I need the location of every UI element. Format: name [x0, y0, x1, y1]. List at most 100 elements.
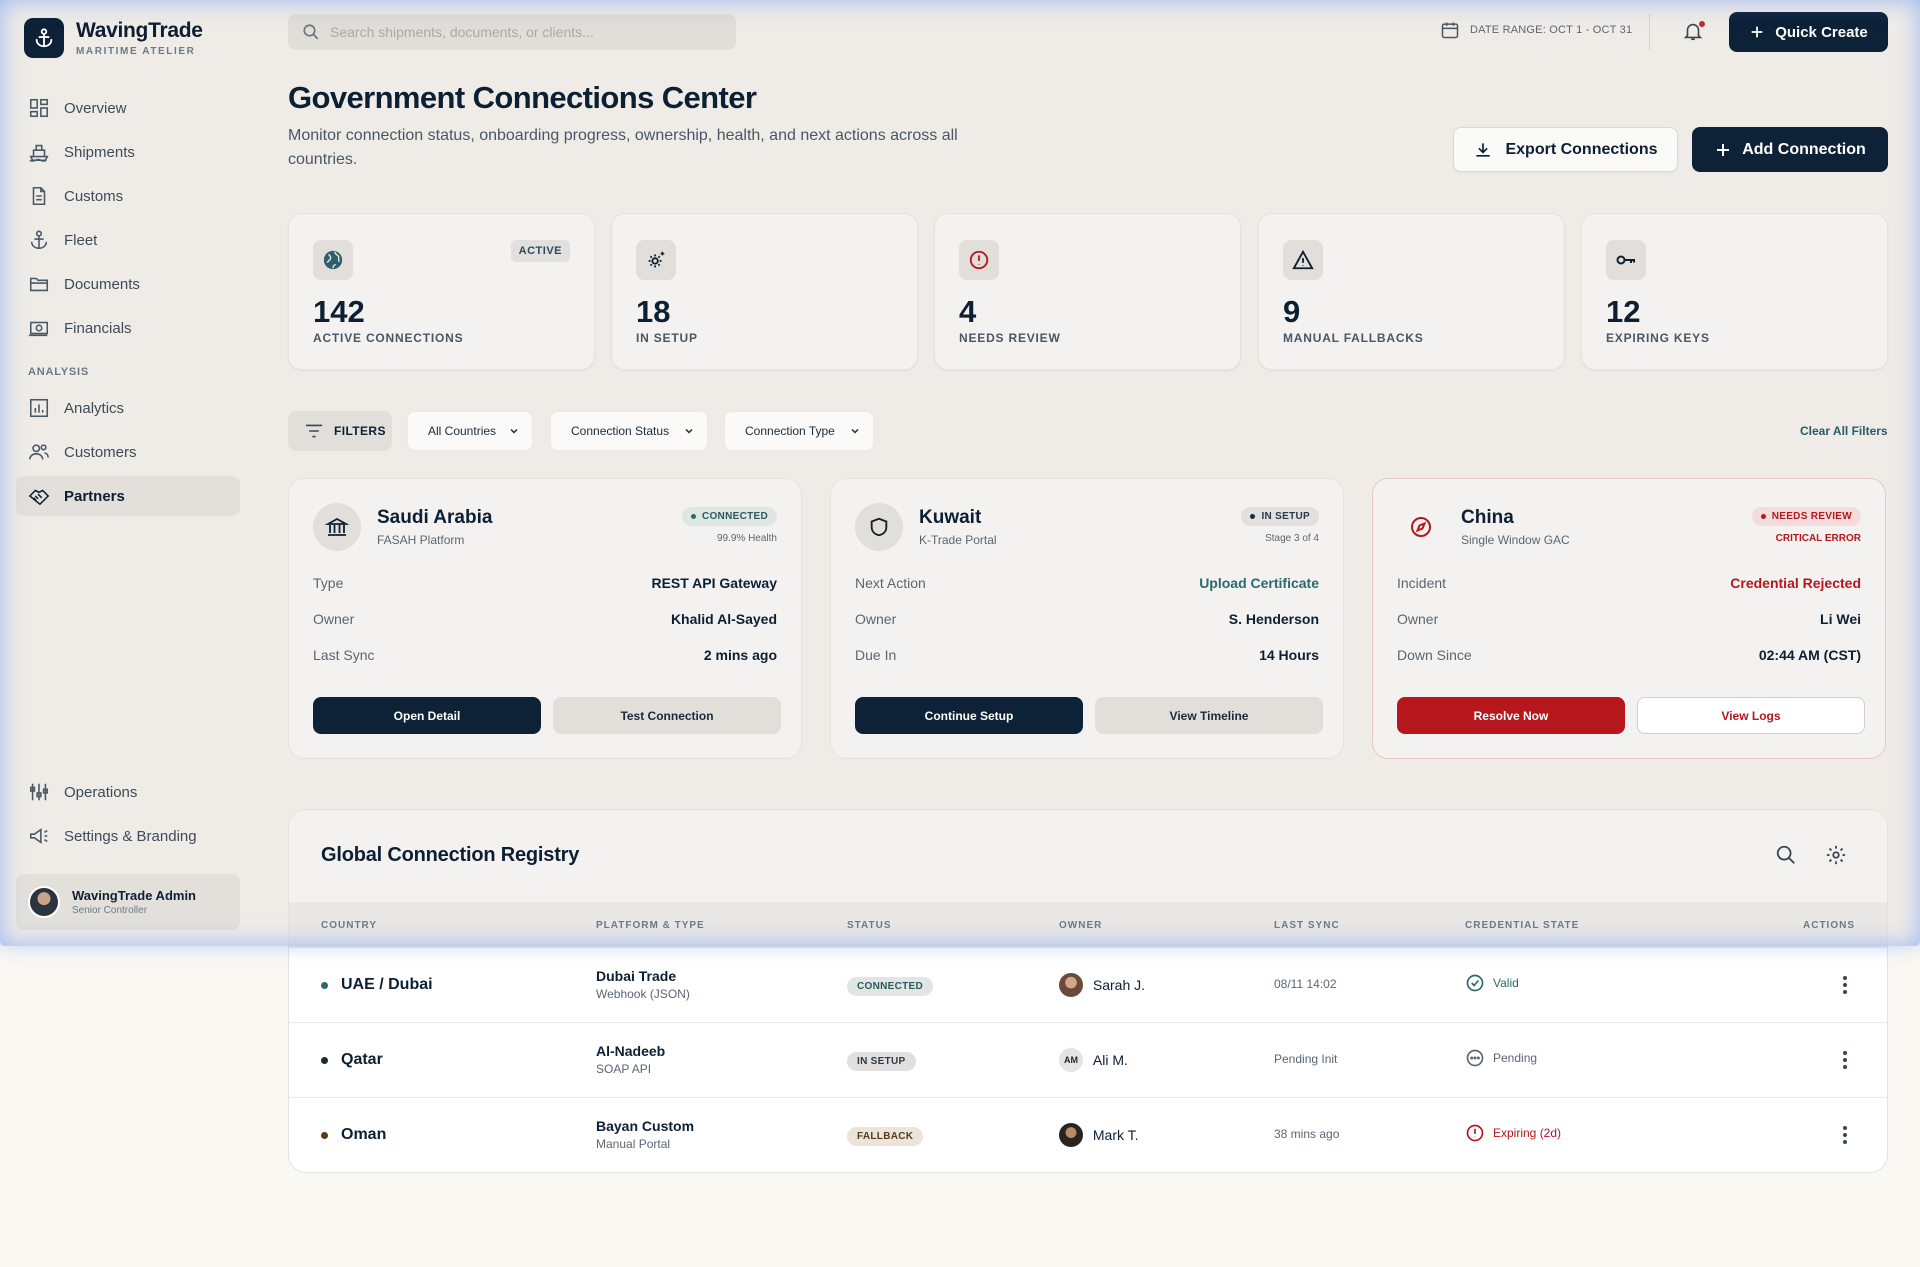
row-key: Due In — [855, 647, 897, 663]
connection-card-saudi-arabia: Saudi Arabia FASAH Platform CONNECTED 99… — [288, 478, 802, 759]
quick-create-button[interactable]: Quick Create — [1729, 12, 1888, 52]
continue-setup-button[interactable]: Continue Setup — [855, 697, 1083, 734]
sidebar-item-label: Operations — [64, 783, 138, 801]
sidebar-item-label: Fleet — [64, 231, 98, 249]
avatar — [1059, 973, 1083, 997]
sidebar-item-partners[interactable]: Partners — [16, 476, 240, 516]
resolve-now-button[interactable]: Resolve Now — [1397, 697, 1625, 734]
user-role: Senior Controller — [72, 905, 148, 916]
owner-name: Ali M. — [1092, 1052, 1128, 1068]
megaphone-icon — [29, 828, 48, 844]
open-detail-button[interactable]: Open Detail — [313, 697, 541, 734]
user-profile-card[interactable]: WavingTrade Admin Senior Controller — [16, 874, 240, 930]
sidebar-item-settings-branding[interactable]: Settings & Branding — [16, 816, 240, 856]
search-input[interactable] — [330, 24, 710, 40]
plus-icon — [1751, 26, 1763, 38]
stat-card-manual-fallbacks[interactable]: 9 MANUAL FALLBACKS — [1258, 213, 1565, 370]
column-header: ACTIONS — [1803, 920, 1855, 931]
anchor-icon — [30, 230, 48, 250]
connection-card-kuwait: Kuwait K-Trade Portal IN SETUP Stage 3 o… — [830, 478, 1344, 759]
gear-icon[interactable] — [1825, 844, 1847, 866]
status-dot — [321, 1057, 328, 1064]
row-value: Credential Rejected — [1730, 575, 1861, 591]
credential-state: Valid — [1465, 973, 1519, 993]
connection-type-select[interactable]: Connection Type — [724, 411, 874, 451]
row-value: Upload Certificate — [1199, 575, 1319, 591]
key-icon — [1606, 240, 1646, 280]
more-actions-icon[interactable] — [1835, 1048, 1855, 1072]
stat-card-needs-review[interactable]: 4 NEEDS REVIEW — [934, 213, 1241, 370]
country-name: UAE / Dubai — [341, 976, 433, 993]
status-badge: IN SETUP — [847, 1052, 916, 1071]
notifications-button[interactable] — [1682, 20, 1706, 44]
date-range-picker[interactable]: DATE RANGE: OCT 1 - OCT 31 — [1440, 20, 1632, 40]
stat-card-expiring-keys[interactable]: 12 EXPIRING KEYS — [1581, 213, 1888, 370]
filters-button[interactable]: FILTERS — [288, 411, 392, 451]
test-connection-button[interactable]: Test Connection — [553, 697, 781, 734]
row-key: Incident — [1397, 575, 1447, 591]
select-value: All Countries — [428, 424, 497, 438]
more-actions-icon[interactable] — [1835, 1123, 1855, 1147]
connection-card-china: China Single Window GAC NEEDS REVIEW CRI… — [1372, 478, 1886, 759]
connection-status-select[interactable]: Connection Status — [550, 411, 708, 451]
more-actions-icon[interactable] — [1835, 973, 1855, 997]
card-meta: 99.9% Health — [716, 533, 777, 544]
table-row[interactable]: Qatar Al-Nadeeb SOAP API IN SETUP AM Ali… — [289, 1023, 1887, 1098]
owner-cell: Mark T. — [1059, 1123, 1139, 1147]
sidebar: WavingTrade MARITIME ATELIER Overview Sh… — [0, 0, 256, 946]
brand-subtitle: MARITIME ATELIER — [76, 46, 196, 57]
page-title: Government Connections Center — [288, 80, 757, 115]
last-sync: Pending Init — [1274, 1052, 1338, 1066]
sidebar-item-customs[interactable]: Customs — [16, 176, 240, 216]
compass-icon — [1397, 503, 1445, 551]
globe-icon — [313, 240, 353, 280]
table-row[interactable]: UAE / Dubai Dubai Trade Webhook (JSON) C… — [289, 948, 1887, 1023]
status-dot — [1250, 514, 1256, 519]
sidebar-item-financials[interactable]: Financials — [16, 308, 240, 348]
card-row: Type REST API Gateway — [313, 575, 777, 591]
export-connections-button[interactable]: Export Connections — [1453, 127, 1678, 172]
nav-section-label: ANALYSIS — [28, 366, 90, 378]
table-row[interactable]: Oman Bayan Custom Manual Portal FALLBACK… — [289, 1098, 1887, 1172]
view-timeline-button[interactable]: View Timeline — [1095, 697, 1323, 734]
chevron-down-icon — [685, 428, 693, 434]
owner-cell: AM Ali M. — [1059, 1048, 1128, 1072]
brand-name: WavingTrade — [76, 19, 203, 42]
sidebar-item-overview[interactable]: Overview — [16, 88, 240, 128]
brand[interactable]: WavingTrade MARITIME ATELIER — [24, 18, 203, 58]
stat-label: NEEDS REVIEW — [959, 331, 1061, 345]
card-meta: Stage 3 of 4 — [1265, 533, 1319, 544]
sidebar-bottom-nav: Operations Settings & Branding — [16, 772, 240, 860]
sidebar-item-customers[interactable]: Customers — [16, 432, 240, 472]
row-value: 2 mins ago — [703, 647, 777, 663]
add-connection-button[interactable]: Add Connection — [1692, 127, 1888, 172]
sidebar-item-documents[interactable]: Documents — [16, 264, 240, 304]
sidebar-item-fleet[interactable]: Fleet — [16, 220, 240, 260]
clear-all-filters-link[interactable]: Clear All Filters — [1800, 424, 1888, 438]
stat-value: 142 — [313, 294, 365, 329]
alert-circle-icon — [1466, 1124, 1484, 1142]
card-title: Saudi Arabia — [377, 507, 493, 528]
card-row: Down Since 02:44 AM (CST) — [1397, 647, 1861, 663]
sliders-icon — [29, 783, 49, 801]
avatar — [1059, 1123, 1083, 1147]
money-icon — [28, 321, 49, 337]
card-row: Owner Khalid Al-Sayed — [313, 611, 777, 627]
stat-value: 4 — [959, 294, 977, 329]
avatar — [28, 886, 60, 918]
row-value: REST API Gateway — [651, 575, 777, 591]
search-icon[interactable] — [1775, 844, 1797, 866]
sidebar-item-shipments[interactable]: Shipments — [16, 132, 240, 172]
sidebar-item-label: Overview — [64, 99, 127, 117]
platform-type: Manual Portal — [596, 1137, 671, 1151]
status-text: CONNECTED — [701, 511, 768, 522]
users-icon — [29, 444, 49, 460]
stat-card-active[interactable]: ACTIVE 142 ACTIVE CONNECTIONS — [288, 213, 595, 370]
countries-select[interactable]: All Countries — [407, 411, 533, 451]
stat-card-in-setup[interactable]: 18 IN SETUP — [611, 213, 918, 370]
topbar-divider — [1649, 14, 1650, 50]
sidebar-item-analytics[interactable]: Analytics — [16, 388, 240, 428]
status-text: NEEDS REVIEW — [1771, 511, 1852, 522]
sidebar-item-operations[interactable]: Operations — [16, 772, 240, 812]
view-logs-button[interactable]: View Logs — [1637, 697, 1865, 734]
